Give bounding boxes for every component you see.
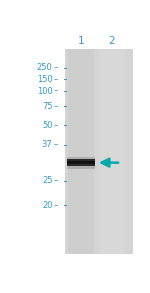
Text: –: –: [54, 201, 58, 210]
Text: 50: 50: [42, 121, 52, 130]
Bar: [67, 161, 95, 164]
Text: –: –: [54, 63, 58, 72]
Text: –: –: [54, 102, 58, 111]
Text: –: –: [54, 121, 58, 130]
Text: 150: 150: [37, 75, 52, 84]
Text: 100: 100: [37, 87, 52, 96]
Bar: [99, 49, 124, 254]
Bar: [67, 157, 95, 169]
Text: 20: 20: [42, 201, 52, 210]
Text: –: –: [54, 87, 58, 96]
Bar: [65, 49, 133, 254]
Text: 37: 37: [42, 140, 52, 149]
Text: –: –: [54, 176, 58, 185]
Text: 75: 75: [42, 102, 52, 111]
Text: –: –: [54, 75, 58, 84]
Text: 25: 25: [42, 176, 52, 185]
Text: 2: 2: [108, 36, 115, 46]
Bar: [68, 49, 94, 254]
Text: 250: 250: [37, 63, 52, 72]
Text: 1: 1: [78, 36, 84, 46]
Bar: [67, 159, 95, 166]
Text: –: –: [54, 140, 58, 149]
